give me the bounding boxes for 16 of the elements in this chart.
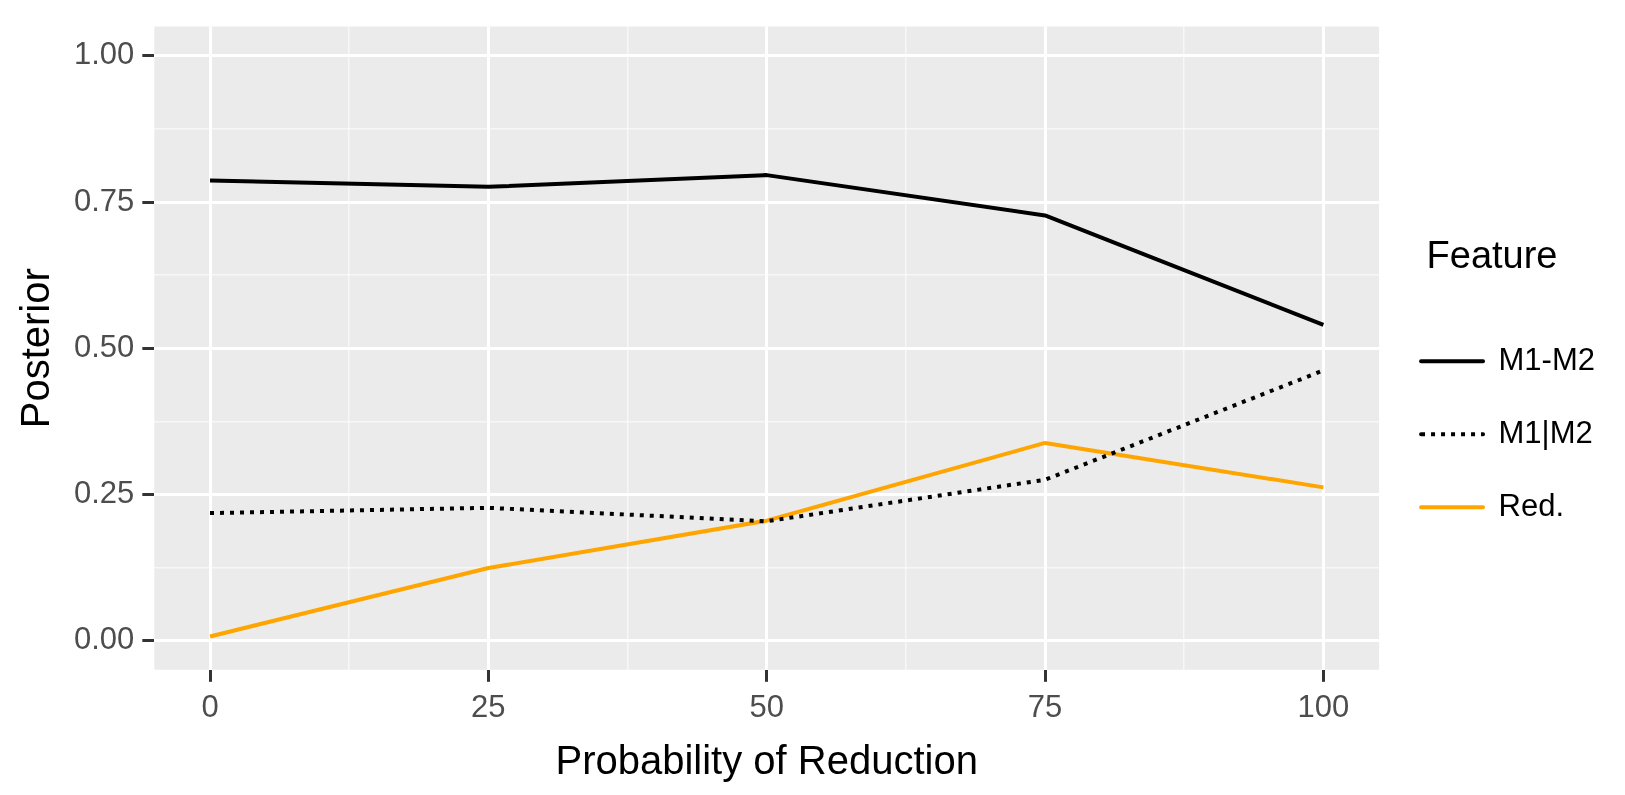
x-tick-label: 25: [471, 688, 506, 724]
legend-label: M1|M2: [1498, 414, 1593, 450]
text: 0.00: [73, 621, 135, 657]
x-tick-label: 0: [201, 688, 219, 724]
legend-title: Feature: [1426, 233, 1558, 276]
y-tick-label: 0.75: [73, 182, 135, 218]
legend-label: Red.: [1498, 487, 1565, 523]
y-axis-title: Posterior: [13, 268, 58, 429]
y-tick-label: 0.50: [73, 328, 135, 364]
x-tick-label: 75: [1027, 688, 1063, 724]
x-axis-title: Probability of Reduction: [555, 738, 978, 783]
y-tick-label: 1.00: [73, 36, 135, 72]
x-tick-label: 100: [1297, 688, 1350, 724]
y-tick-label: 0.25: [73, 474, 135, 510]
legend-label: M1-M2: [1498, 341, 1595, 377]
x-tick-label: 50: [749, 688, 784, 724]
